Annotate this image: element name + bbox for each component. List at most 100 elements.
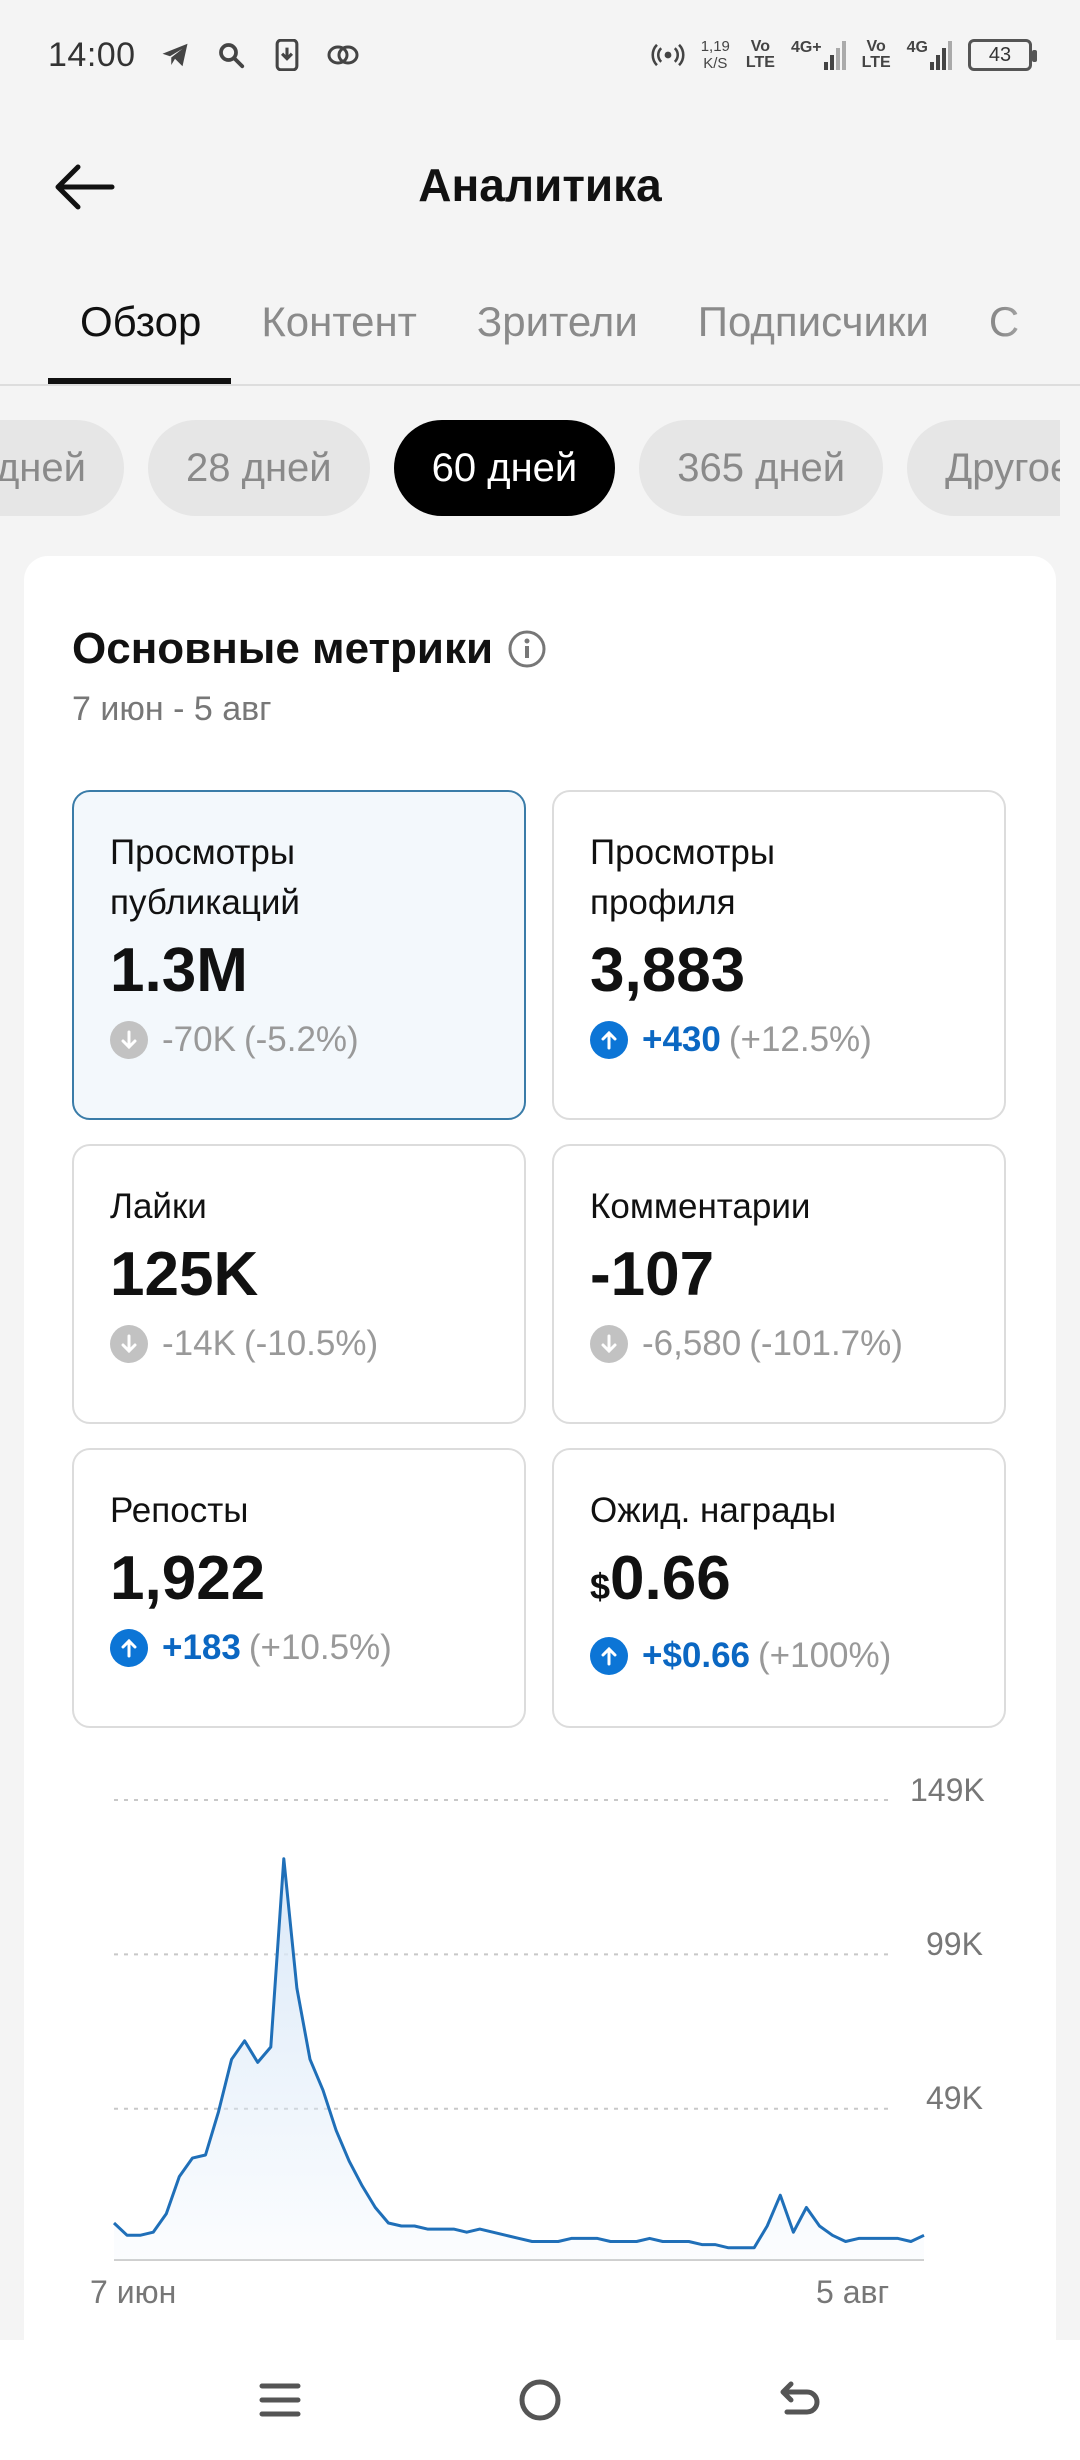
back-icon	[780, 2381, 820, 2415]
metric-value: 3,883	[590, 936, 746, 1005]
metric-delta-pct: (+12.5%)	[728, 1020, 872, 1059]
period-chip-days[interactable]: дней	[0, 420, 124, 516]
menu-button[interactable]	[240, 2360, 320, 2440]
metrics-title-text: Основные метрики	[72, 624, 494, 673]
metrics-title: Основные метрики	[72, 624, 547, 674]
metric-value-number: 0.66	[610, 1544, 731, 1613]
home-circle-icon	[519, 2379, 561, 2421]
status-time: 14:00	[48, 35, 136, 74]
metric-comments[interactable]: Комментарии -107 -6,580 (-101.7%)	[552, 1144, 1006, 1424]
tab-viewers[interactable]: Зрители	[476, 298, 638, 345]
metric-delta-abs: -70K	[162, 1020, 236, 1059]
period-selector: дней 28 дней 60 дней 365 дней Другое	[0, 420, 1060, 520]
metric-delta-abs: -6,580	[642, 1324, 742, 1363]
metric-delta-abs: -14K	[162, 1324, 236, 1363]
chart-series-line	[112, 1857, 925, 2250]
tab-bar: Обзор Контент Зрители Подписчики С	[0, 270, 1080, 386]
metric-profile-views[interactable]: Просмотры профиля 3,883 +430 (+12.5%)	[552, 790, 1006, 1120]
currency-symbol: $	[590, 1566, 611, 1607]
system-back-button[interactable]	[760, 2360, 840, 2440]
metric-delta-pct: (+10.5%)	[248, 1628, 392, 1667]
back-button[interactable]	[44, 152, 124, 222]
metric-delta-abs: +183	[162, 1628, 241, 1667]
metric-value: 125K	[110, 1240, 259, 1309]
sim2-signal: 4G	[907, 40, 952, 70]
period-chip-365[interactable]: 365 дней	[639, 420, 884, 516]
search-icon	[214, 38, 248, 72]
chart-area-fill	[114, 1858, 924, 2260]
metric-label: Ожид. награды	[590, 1491, 837, 1530]
sim1-volte-label: Vo	[750, 38, 771, 55]
status-right: 1,19 K/S Vo LTE 4G+ Vo LTE 4G 43	[651, 38, 1037, 72]
battery-indicator: 43	[968, 39, 1037, 71]
sim2-volte: Vo LTE	[862, 39, 891, 71]
home-button[interactable]	[500, 2360, 580, 2440]
arrow-down-icon	[590, 1325, 628, 1363]
status-left: 14:00	[48, 36, 360, 75]
metric-likes[interactable]: Лайки 125K -14K (-10.5%)	[72, 1144, 526, 1424]
metric-delta: -70K (-5.2%)	[110, 1020, 488, 1060]
metric-expected-rewards[interactable]: Ожид. награды $0.66 +$0.66 (+100%)	[552, 1448, 1006, 1728]
metric-value: -107	[590, 1240, 715, 1309]
arrow-left-icon	[55, 164, 115, 210]
y-tick-label: 49K	[926, 2080, 983, 2116]
arrow-down-icon	[110, 1325, 148, 1363]
metric-label: Комментарии	[590, 1187, 811, 1226]
metric-delta: -14K (-10.5%)	[110, 1324, 488, 1364]
metric-label: Репосты	[110, 1491, 249, 1530]
sim2-volte-label: Vo	[866, 38, 886, 55]
metric-delta-pct: (-101.7%)	[749, 1324, 903, 1363]
x-tick-label: 7 июн	[90, 2274, 177, 2310]
menu-icon	[259, 2383, 301, 2417]
network-speed: 1,19 K/S	[701, 38, 730, 72]
y-tick-label: 149K	[910, 1772, 985, 1808]
battery-level: 43	[988, 43, 1012, 66]
metric-delta: +183 (+10.5%)	[110, 1628, 488, 1668]
status-bar: 14:00 1,19 K/S Vo LTE 4G+ Vo	[0, 0, 1080, 110]
views-chart: 149K 99K 49K 7 июн 5 авг	[64, 1772, 1034, 2336]
tabs-fade	[1000, 270, 1080, 384]
sim1-lte-label: LTE	[745, 54, 775, 71]
metric-delta-pct: (-5.2%)	[243, 1020, 359, 1059]
metric-delta-abs: +430	[642, 1020, 721, 1059]
sim1-volte: Vo LTE	[746, 39, 775, 71]
metric-label: Лайки	[110, 1187, 207, 1226]
vpn-icon	[326, 38, 360, 72]
network-speed-unit: K/S	[703, 55, 728, 72]
metric-value: 1.3M	[110, 936, 248, 1005]
metric-post-views[interactable]: Просмотры публикаций 1.3M -70K (-5.2%)	[72, 790, 526, 1120]
metric-label: Просмотры публикаций	[110, 833, 300, 922]
tab-overview[interactable]: Обзор	[48, 270, 232, 384]
period-chip-other[interactable]: Другое	[907, 420, 1060, 516]
metric-delta: -6,580 (-101.7%)	[590, 1324, 968, 1364]
metric-label: Просмотры профиля	[590, 833, 775, 922]
metric-delta-pct: (+100%)	[758, 1636, 892, 1675]
metric-delta-abs: +$0.66	[642, 1636, 751, 1675]
metric-delta-pct: (-10.5%)	[243, 1324, 379, 1363]
download-phone-icon	[270, 38, 304, 72]
x-tick-label: 5 авг	[816, 2274, 890, 2310]
telegram-icon	[158, 38, 192, 72]
metrics-card: Основные метрики 7 июн - 5 авг Просмотры…	[24, 556, 1056, 2460]
arrow-up-icon	[590, 1637, 628, 1675]
signal-bars-icon	[823, 41, 846, 70]
period-chip-28[interactable]: 28 дней	[148, 420, 370, 516]
views-chart-svg	[112, 1799, 925, 2261]
app-header: Аналитика	[0, 130, 1080, 240]
network-speed-value: 1,19	[700, 38, 730, 55]
arrow-down-icon	[110, 1021, 148, 1059]
tab-followers[interactable]: Подписчики	[697, 298, 929, 345]
tab-content[interactable]: Контент	[261, 298, 417, 345]
sim2-network-type: 4G	[906, 39, 928, 56]
y-tick-label: 99K	[926, 1926, 983, 1962]
info-icon[interactable]	[507, 629, 547, 669]
sim1-network-type: 4G+	[790, 39, 822, 56]
sim2-lte-label: LTE	[861, 54, 891, 71]
metric-delta: +430 (+12.5%)	[590, 1020, 968, 1060]
period-chip-track: дней 28 дней 60 дней 365 дней Другое	[0, 420, 1060, 516]
system-nav-bar	[0, 2340, 1080, 2460]
period-chip-60[interactable]: 60 дней	[393, 420, 616, 516]
metric-reposts[interactable]: Репосты 1,922 +183 (+10.5%)	[72, 1448, 526, 1728]
page-title: Аналитика	[418, 159, 662, 211]
metric-value: $0.66	[590, 1542, 968, 1624]
